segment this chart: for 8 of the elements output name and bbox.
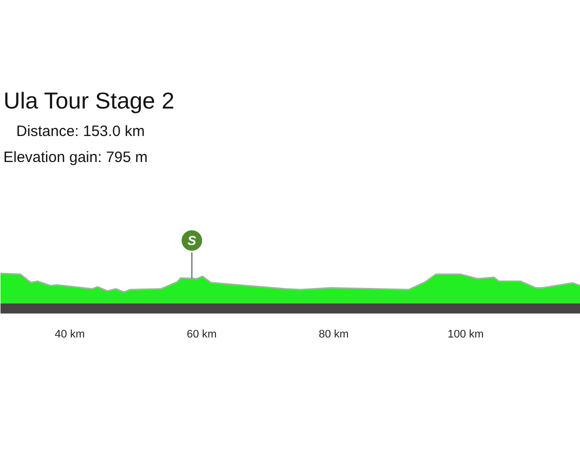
x-tick-label: 100 km — [448, 328, 484, 340]
x-tick-label: 60 km — [186, 328, 217, 340]
annotation: S — [188, 233, 197, 248]
chart-title: Ula Tour Stage 2 — [4, 88, 174, 114]
chart-subtitle: Distance: 153.0 km — [16, 123, 145, 140]
x-tick-label: 40 km — [54, 328, 85, 340]
x-tick-label: 80 km — [318, 328, 349, 340]
text: Elevation gain: 795 m — [3, 149, 148, 166]
